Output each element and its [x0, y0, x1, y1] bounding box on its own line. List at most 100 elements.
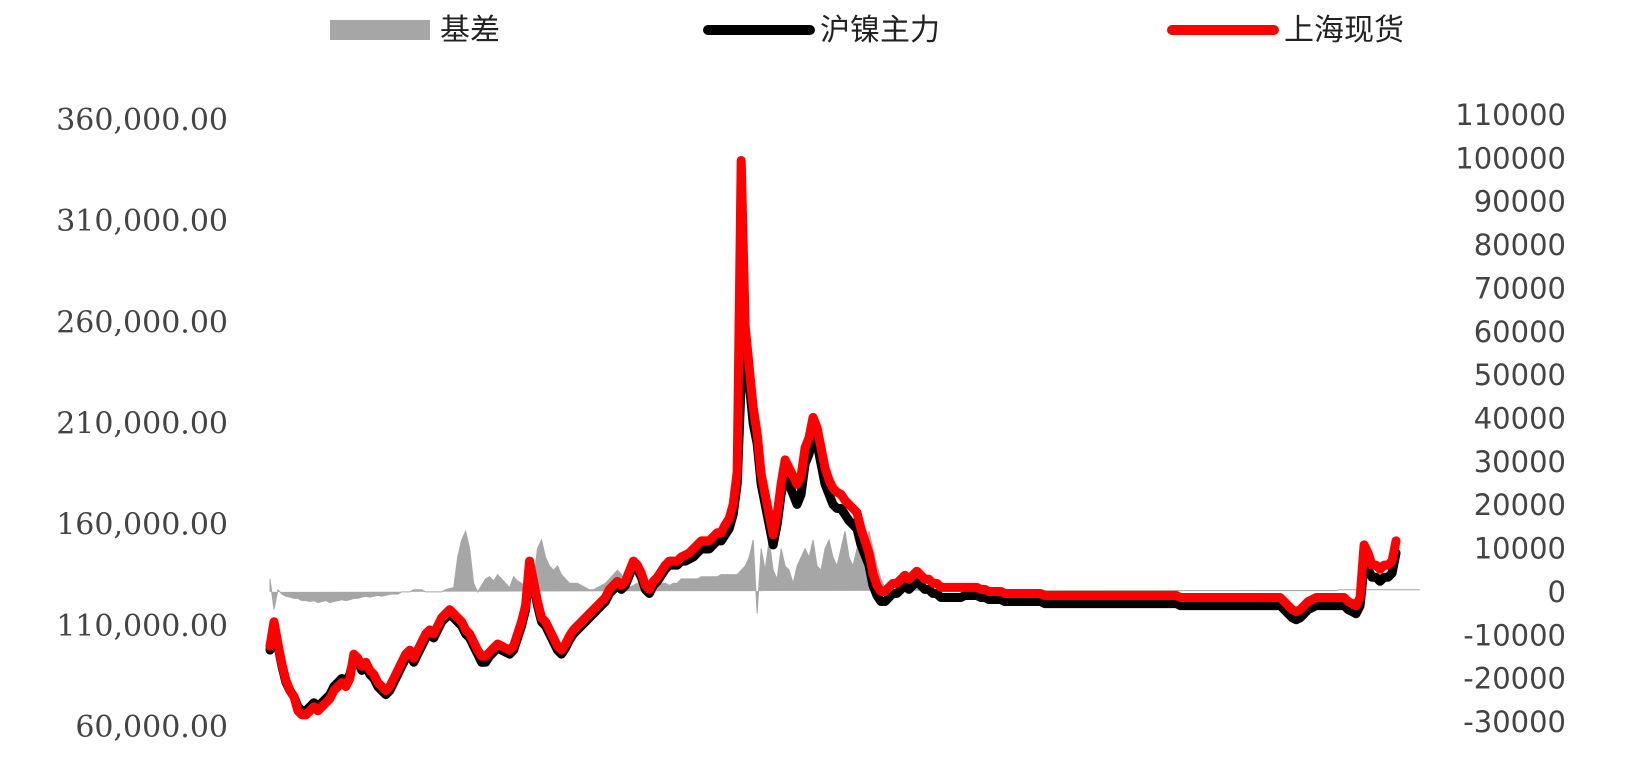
data-point — [269, 645, 271, 647]
data-point — [281, 663, 283, 665]
plot-area — [265, 155, 1420, 720]
data-point — [1323, 597, 1325, 599]
right-tick-label: 80000 — [1474, 228, 1566, 262]
data-point — [1339, 597, 1341, 599]
data-point — [896, 582, 898, 584]
data-point — [1175, 594, 1177, 596]
data-point — [904, 584, 906, 586]
data-point — [680, 556, 682, 558]
data-point — [1040, 601, 1042, 603]
right-tick-label: -20000 — [1463, 662, 1566, 696]
data-point — [1139, 594, 1141, 596]
data-point — [1383, 576, 1385, 578]
right-tick-label: 0 — [1548, 575, 1566, 609]
data-point — [405, 653, 407, 655]
data-point — [772, 534, 774, 536]
right-tick-label: 40000 — [1474, 402, 1566, 436]
data-point — [1080, 603, 1082, 605]
left-tick-label: 360,000.00 — [56, 103, 228, 138]
data-point — [1159, 603, 1161, 605]
data-point — [465, 629, 467, 631]
data-point — [896, 592, 898, 594]
data-point — [744, 325, 746, 327]
right-tick-label: 10000 — [1474, 532, 1566, 566]
data-point — [1163, 594, 1165, 596]
data-point — [1299, 617, 1301, 619]
data-point — [788, 467, 790, 469]
data-point — [397, 669, 399, 671]
data-point — [1235, 597, 1237, 599]
data-point — [421, 641, 423, 643]
data-point — [876, 594, 878, 596]
data-point — [1319, 605, 1321, 607]
data-point — [1203, 597, 1205, 599]
data-point — [1203, 605, 1205, 607]
data-point — [1335, 597, 1337, 599]
data-point — [844, 514, 846, 516]
data-point — [1367, 568, 1369, 570]
data-point — [956, 597, 958, 599]
data-point — [1303, 613, 1305, 615]
data-point — [960, 597, 962, 599]
data-point — [1024, 592, 1026, 594]
data-point — [1279, 605, 1281, 607]
data-point — [708, 548, 710, 550]
left-tick-label: 210,000.00 — [56, 407, 228, 442]
data-point — [1191, 605, 1193, 607]
data-point — [357, 657, 359, 659]
data-point — [924, 578, 926, 580]
data-point — [932, 592, 934, 594]
data-point — [1004, 601, 1006, 603]
data-point — [1195, 605, 1197, 607]
data-point — [916, 570, 918, 572]
data-point — [768, 514, 770, 516]
data-point — [836, 491, 838, 493]
data-point — [928, 578, 930, 580]
data-point — [1259, 605, 1261, 607]
data-point — [509, 649, 511, 651]
data-point — [1331, 605, 1333, 607]
data-point — [1139, 603, 1141, 605]
data-point — [740, 159, 742, 161]
data-point — [1096, 594, 1098, 596]
data-point — [724, 524, 726, 526]
legend-item-basis: 基差 — [330, 13, 500, 48]
data-point — [1323, 605, 1325, 607]
data-point — [1279, 597, 1281, 599]
right-tick-label: 30000 — [1474, 445, 1566, 479]
data-point — [792, 493, 794, 495]
data-point — [1048, 594, 1050, 596]
data-point — [1092, 603, 1094, 605]
series-0 — [269, 529, 1420, 614]
data-point — [1275, 597, 1277, 599]
data-point — [1227, 605, 1229, 607]
data-point — [489, 651, 491, 653]
data-point — [301, 714, 303, 716]
data-point — [1112, 603, 1114, 605]
data-point — [848, 503, 850, 505]
data-point — [1072, 594, 1074, 596]
data-point — [632, 560, 634, 562]
data-point — [776, 514, 778, 516]
data-point — [1016, 592, 1018, 594]
legend-label: 沪镍主力 — [820, 13, 940, 48]
data-point — [828, 479, 830, 481]
data-point — [996, 590, 998, 592]
data-point — [732, 503, 734, 505]
data-point — [1199, 597, 1201, 599]
data-point — [988, 599, 990, 601]
data-point — [1084, 603, 1086, 605]
data-point — [1291, 617, 1293, 619]
data-point — [652, 580, 654, 582]
data-point — [1028, 592, 1030, 594]
data-point — [964, 594, 966, 596]
data-point — [1363, 544, 1365, 546]
data-point — [764, 493, 766, 495]
data-point — [1255, 605, 1257, 607]
data-point — [1195, 597, 1197, 599]
data-point — [1000, 599, 1002, 601]
data-point — [952, 586, 954, 588]
data-point — [1207, 597, 1209, 599]
data-point — [369, 669, 371, 671]
data-point — [1064, 594, 1066, 596]
